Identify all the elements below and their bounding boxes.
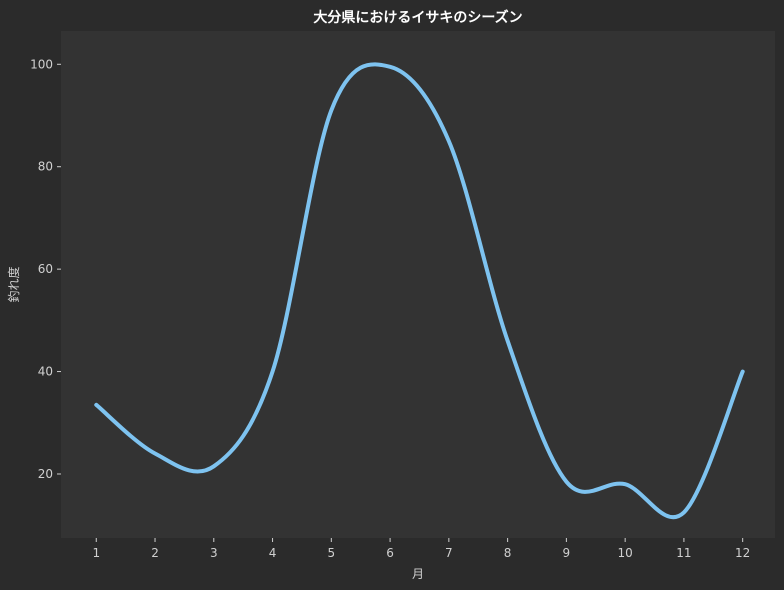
x-tick-label: 10 <box>618 546 633 560</box>
y-tick-label: 100 <box>30 57 53 71</box>
x-tick-label: 7 <box>445 546 453 560</box>
x-tick-label: 6 <box>386 546 394 560</box>
x-tick-label: 2 <box>151 546 159 560</box>
y-axis-label: 釣れ度 <box>6 266 21 302</box>
x-axis: 1 2 3 4 5 6 7 8 9 10 11 12 <box>92 538 750 560</box>
x-tick-label: 8 <box>504 546 512 560</box>
y-tick-label: 20 <box>38 467 53 481</box>
series-line <box>94 62 745 520</box>
x-tick-label: 9 <box>563 546 571 560</box>
x-tick-label: 5 <box>328 546 336 560</box>
y-tick-label: 80 <box>38 160 53 174</box>
plot-area <box>61 31 775 538</box>
x-tick-label: 11 <box>676 546 691 560</box>
y-tick-label: 60 <box>38 262 53 276</box>
y-axis: 20 40 60 80 100 <box>30 57 61 481</box>
x-tick-label: 3 <box>210 546 218 560</box>
x-tick-label: 4 <box>269 546 277 560</box>
x-tick-label: 1 <box>92 546 100 560</box>
x-tick-label: 12 <box>735 546 750 560</box>
y-tick-label: 40 <box>38 365 53 379</box>
x-axis-label: 月 <box>412 567 424 581</box>
chart-title: 大分県におけるイサキのシーズン <box>313 9 522 26</box>
